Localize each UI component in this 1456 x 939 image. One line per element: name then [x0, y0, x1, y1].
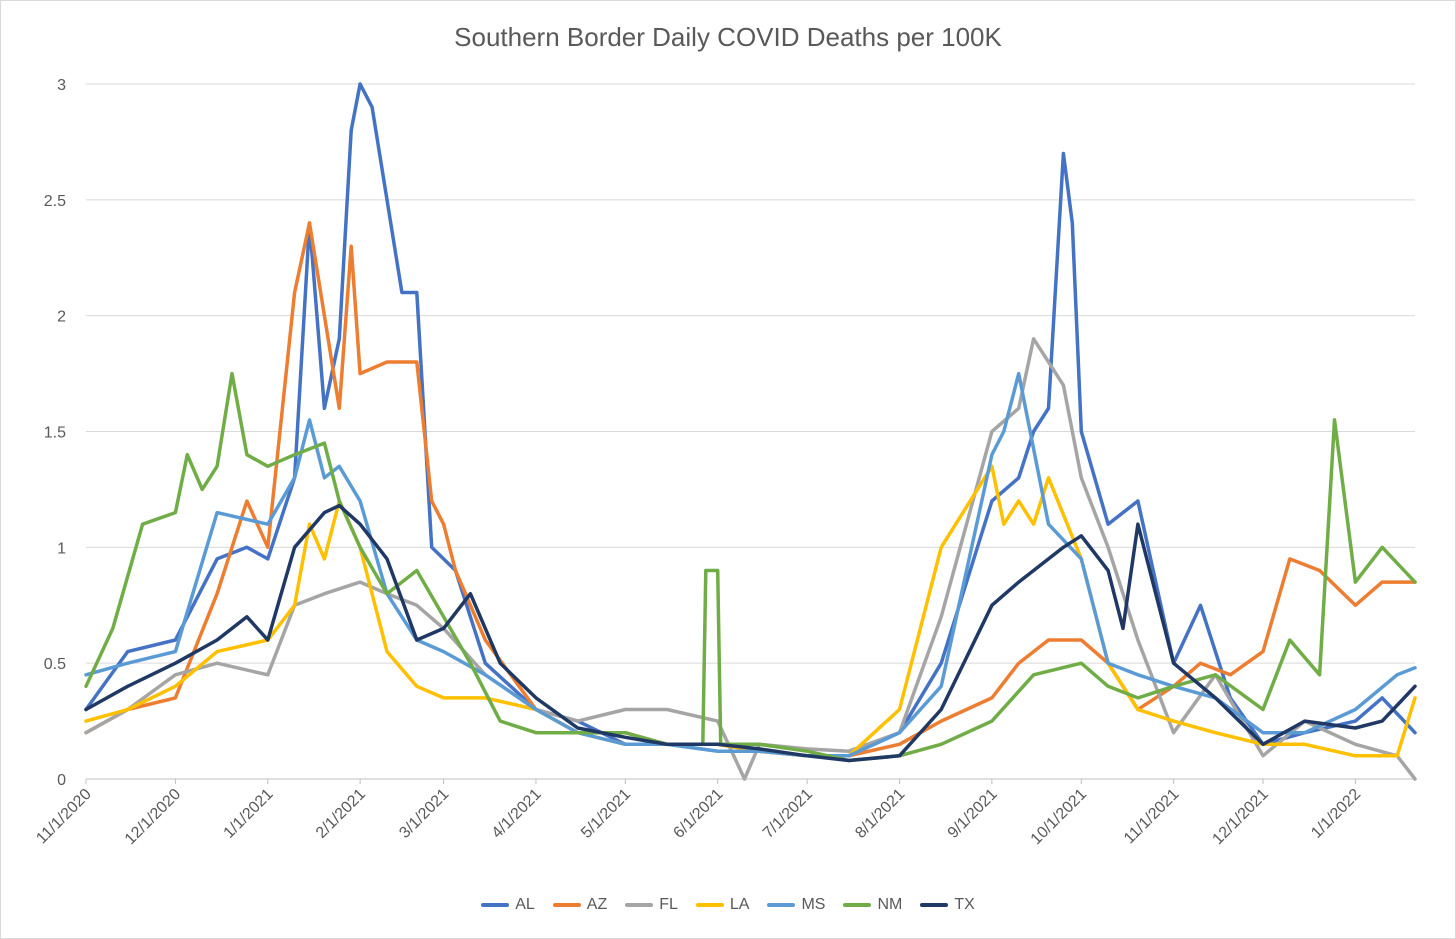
legend-label: NM [877, 896, 903, 913]
legend-item-fl: FL [625, 896, 678, 914]
x-tick-label: 9/1/2021 [945, 786, 1001, 842]
legend-item-az: AZ [552, 896, 608, 914]
x-tick-label: 10/1/2021 [1028, 786, 1090, 848]
y-tick-label: 2 [57, 309, 66, 326]
series-line-al [84, 82, 1417, 758]
legend-label: AZ [586, 896, 608, 913]
x-tick-label: 1/1/2021 [221, 786, 277, 842]
legend-label: LA [729, 896, 750, 913]
legend-item-nm: NM [843, 896, 902, 914]
legend-label: AL [515, 896, 535, 913]
legend-swatch [767, 903, 796, 907]
y-tick-label: 0 [57, 772, 66, 789]
x-tick-label: 6/1/2021 [670, 786, 726, 842]
series-line-ms [84, 371, 1417, 758]
legend-item-tx: TX [920, 896, 975, 914]
x-tick-label: 4/1/2021 [489, 786, 545, 842]
legend-swatch [481, 903, 510, 907]
x-tick-label: 2/1/2021 [313, 786, 369, 842]
legend-label: TX [954, 896, 975, 913]
legend-item-la: LA [695, 896, 750, 914]
x-tick-label: 11/1/2020 [33, 786, 95, 848]
y-tick-label: 2.5 [44, 193, 66, 210]
legend-item-al: AL [481, 896, 535, 914]
x-tick-label: 1/1/2022 [1308, 786, 1364, 842]
series-line-fl [84, 337, 1417, 781]
series-line-tx [84, 503, 1417, 763]
x-tick-label: 8/1/2021 [852, 786, 908, 842]
legend-swatch [843, 903, 872, 907]
legend-swatch [552, 903, 581, 907]
legend-swatch [695, 903, 724, 907]
legend: AL AZ FL LA MS NM TX [0, 896, 1456, 914]
legend-swatch [625, 903, 654, 907]
x-tick-label: 11/1/2021 [1121, 786, 1183, 848]
y-tick-label: 3 [57, 77, 66, 94]
legend-swatch [920, 903, 949, 907]
x-tick-label: 12/1/2020 [122, 786, 184, 848]
x-tick-label: 12/1/2021 [1209, 786, 1271, 848]
x-tick-label: 5/1/2021 [578, 786, 634, 842]
x-tick-label: 7/1/2021 [760, 786, 816, 842]
x-tick-label: 3/1/2021 [396, 786, 452, 842]
y-tick-label: 1.5 [44, 425, 66, 442]
legend-label: MS [801, 896, 826, 913]
legend-item-ms: MS [767, 896, 825, 914]
legend-label: FL [659, 896, 678, 913]
y-tick-label: 0.5 [44, 656, 66, 673]
chart-title: Southern Border Daily COVID Deaths per 1… [454, 22, 1002, 52]
y-tick-label: 1 [57, 540, 66, 557]
